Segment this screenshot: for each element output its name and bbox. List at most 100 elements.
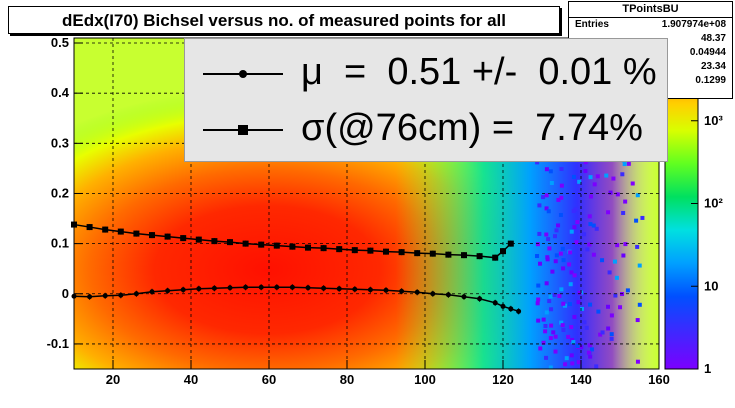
heatmap-cell <box>559 183 564 188</box>
heatmap-cell <box>537 203 542 208</box>
heatmap-cell <box>537 231 542 236</box>
heatmap-cell <box>568 282 573 287</box>
heatmap-cell <box>566 334 571 339</box>
heatmap-cell <box>579 345 584 350</box>
heatmap-cell <box>572 225 577 230</box>
heatmap-cell <box>535 242 540 247</box>
heatmap-cell <box>577 179 582 184</box>
heatmap-cell <box>546 209 551 214</box>
x-tick-label: 160 <box>648 372 670 387</box>
y-tick-label: -0.1 <box>47 336 69 351</box>
data-point-circle <box>305 285 311 291</box>
data-point-circle <box>289 284 295 290</box>
heatmap-cell <box>640 215 645 220</box>
heatmap-cell <box>558 251 563 256</box>
heatmap-cell <box>626 161 631 166</box>
x-tick-label: 140 <box>570 372 592 387</box>
heatmap-cell <box>553 259 558 264</box>
data-point-circle <box>352 286 358 292</box>
heatmap-cell <box>625 288 630 293</box>
heatmap-cell <box>548 294 553 299</box>
heatmap-cell <box>538 261 543 266</box>
heatmap-cell <box>606 210 611 215</box>
heatmap-cell <box>586 350 591 355</box>
data-point-circle <box>321 285 327 291</box>
data-point-square <box>102 226 109 233</box>
stats-row: 0.1299 <box>695 75 726 86</box>
data-point-square <box>383 248 389 255</box>
heatmap-cell <box>546 237 551 242</box>
heatmap-cell <box>594 226 599 231</box>
heatmap-cell <box>547 246 552 251</box>
y-tick-label: 0.4 <box>51 85 70 100</box>
data-point-square <box>367 247 374 254</box>
heatmap-cell <box>561 301 566 306</box>
data-point-circle <box>399 288 405 294</box>
heatmap-cell <box>635 193 640 198</box>
heatmap-cell <box>621 210 626 215</box>
heatmap-cell <box>544 193 549 198</box>
heatmap-cell <box>608 190 613 195</box>
heatmap-cell <box>604 173 609 178</box>
data-point-circle <box>227 285 233 291</box>
data-point-square <box>133 230 140 237</box>
heatmap-cell <box>595 174 600 179</box>
heatmap-cell <box>591 252 596 257</box>
heatmap-cell <box>567 302 572 307</box>
data-point-square <box>195 236 202 243</box>
heatmap-cell <box>576 360 581 365</box>
heatmap-cell <box>575 344 580 349</box>
heatmap-cell <box>557 294 562 299</box>
data-point-square <box>351 247 358 254</box>
heatmap-cell <box>634 218 639 223</box>
heatmap-cell <box>543 324 548 329</box>
data-point-circle <box>430 291 436 297</box>
heatmap-cell <box>588 175 593 180</box>
heatmap-cell <box>570 361 575 366</box>
heatmap-cell <box>587 242 592 247</box>
stats-row: Entries 1.907974e+08 <box>575 19 726 30</box>
x-tick-label: 120 <box>492 372 514 387</box>
data-point-circle <box>461 294 467 300</box>
heatmap-cell <box>588 354 593 359</box>
heatmap-cell <box>545 255 550 260</box>
data-point-circle <box>445 292 451 298</box>
data-point-circle <box>477 296 483 302</box>
y-tick-label: 0.3 <box>51 135 69 150</box>
heatmap-cell <box>606 304 611 309</box>
data-point-circle <box>180 287 186 293</box>
heatmap-cell <box>613 293 618 298</box>
heatmap-cell <box>589 347 594 352</box>
heatmap-cell <box>556 223 561 228</box>
heatmap-cell <box>544 310 549 315</box>
heatmap-cell <box>536 297 541 302</box>
heatmap-cell <box>571 209 576 214</box>
heatmap-cell <box>572 314 577 319</box>
data-point-circle <box>243 284 249 290</box>
data-point-circle <box>516 308 522 314</box>
data-point-circle <box>196 286 202 292</box>
stats-row: 23.34 <box>700 61 726 72</box>
heatmap-cell <box>561 266 566 271</box>
data-point-square <box>500 248 506 255</box>
heatmap-cell <box>620 172 625 177</box>
heatmap-cell <box>560 246 565 251</box>
x-tick-label: 20 <box>106 372 120 387</box>
heatmap-cell <box>554 228 559 233</box>
heatmap-cell <box>588 194 593 199</box>
heatmap-cell <box>583 160 588 165</box>
heatmap-cell <box>576 300 581 305</box>
data-point-square <box>507 240 514 247</box>
heatmap-cell <box>614 275 619 280</box>
data-point-square <box>445 251 452 258</box>
heatmap-cell <box>582 232 587 237</box>
heatmap-cell <box>559 287 564 292</box>
heatmap-cell <box>544 281 549 286</box>
data-point-square <box>71 221 77 228</box>
heatmap-cell <box>560 367 565 369</box>
data-point-square <box>86 224 93 231</box>
data-point-square <box>398 249 405 256</box>
heatmap-cell <box>569 270 574 275</box>
heatmap-cell <box>559 166 564 171</box>
heatmap-cell <box>598 332 603 337</box>
